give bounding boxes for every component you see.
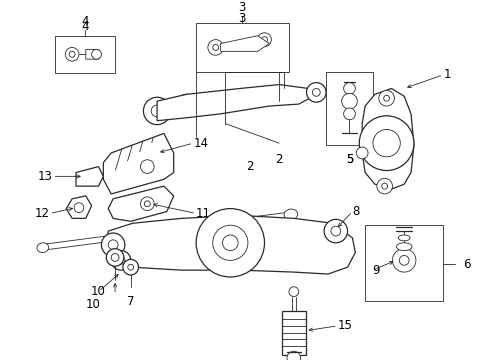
Circle shape [69,51,75,57]
Circle shape [108,240,118,249]
Text: 3: 3 [238,12,245,24]
Ellipse shape [37,243,48,253]
Circle shape [343,82,355,94]
Text: 2: 2 [275,153,283,166]
Text: 7: 7 [127,294,134,307]
Ellipse shape [284,209,297,220]
Text: 6: 6 [462,258,469,271]
Polygon shape [362,89,413,189]
Circle shape [399,256,408,265]
Text: 10: 10 [91,285,106,298]
Circle shape [381,183,387,189]
Circle shape [212,45,218,50]
Text: 10: 10 [86,298,101,311]
Circle shape [330,226,340,236]
Bar [325,72,372,145]
Text: 14: 14 [193,137,208,150]
Circle shape [356,147,367,159]
Text: 4: 4 [81,15,88,28]
Circle shape [151,105,163,117]
Circle shape [111,253,119,261]
Text: 3: 3 [238,1,245,14]
Circle shape [306,82,325,102]
Ellipse shape [396,243,411,251]
Circle shape [392,249,415,272]
Polygon shape [105,215,355,274]
Circle shape [312,89,320,96]
Circle shape [143,97,170,125]
Text: 5: 5 [345,153,352,166]
Polygon shape [220,36,269,51]
Polygon shape [76,167,103,186]
Circle shape [343,108,355,120]
Text: 5: 5 [345,153,352,166]
Circle shape [101,233,124,256]
Circle shape [65,48,79,61]
Circle shape [212,225,247,260]
Circle shape [372,130,400,157]
Bar [365,225,442,301]
Text: 15: 15 [337,319,352,332]
Text: 13: 13 [38,170,53,183]
Circle shape [341,93,357,109]
Circle shape [222,235,238,251]
Circle shape [359,116,413,171]
Polygon shape [157,85,313,121]
Circle shape [261,37,267,42]
Circle shape [378,90,394,106]
Text: 8: 8 [352,205,359,218]
Bar [55,36,115,73]
Text: 11: 11 [196,207,211,220]
Polygon shape [108,186,173,221]
Text: 9: 9 [371,264,379,276]
Circle shape [106,249,123,266]
Bar [196,23,288,72]
Bar [282,311,305,355]
Circle shape [257,33,271,46]
Polygon shape [85,49,101,59]
Circle shape [286,351,300,360]
Text: 4: 4 [81,21,88,33]
Circle shape [91,49,101,59]
Ellipse shape [398,235,409,241]
Circle shape [288,287,298,297]
Circle shape [140,160,154,174]
Circle shape [376,178,392,194]
Circle shape [122,260,138,275]
Circle shape [127,264,133,270]
Circle shape [117,256,124,264]
Circle shape [383,95,389,101]
Polygon shape [103,134,173,194]
Circle shape [111,251,130,270]
Circle shape [74,203,83,212]
Circle shape [207,40,223,55]
Text: 12: 12 [35,207,50,220]
Polygon shape [66,196,91,219]
Circle shape [196,208,264,277]
Text: 2: 2 [245,160,253,173]
Circle shape [140,197,154,211]
Circle shape [144,201,150,207]
Circle shape [324,219,347,243]
Circle shape [182,100,190,108]
Circle shape [176,94,196,114]
Text: 1: 1 [442,68,450,81]
